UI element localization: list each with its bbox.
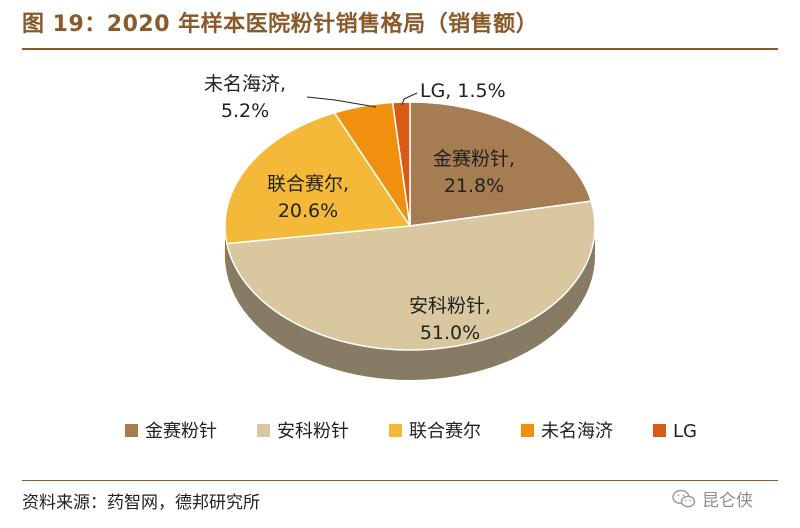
- pie-side-1: [226, 226, 595, 380]
- legend-item-0: 金赛粉针: [125, 421, 217, 442]
- pie-slice-4: [391, 101, 411, 227]
- slice-label-value-3: 5.2%: [221, 100, 269, 122]
- slice-label-value-1: 51.0%: [420, 322, 480, 344]
- legend-item-4: LG: [653, 421, 697, 442]
- leader-line-4: [401, 92, 418, 106]
- slice-label-name-3: 未名海济,: [204, 73, 286, 95]
- slice-label-4: LG, 1.5%: [420, 80, 506, 102]
- wechat-icon: [672, 489, 696, 507]
- legend-label-3: 未名海济: [541, 421, 613, 442]
- watermark: 昆仑侠: [672, 486, 753, 511]
- pie-slice-2: [224, 112, 411, 245]
- pie-chart: 金赛粉针, 21.8% 安科粉针, 51.0% 联合赛尔, 20.6% 未名海济, 5.2% L…: [125, 73, 697, 442]
- slice-label-name-0: 金赛粉针,: [433, 148, 515, 170]
- legend-item-3: 未名海济: [521, 421, 613, 442]
- legend-label-0: 金赛粉针: [145, 421, 217, 442]
- legend-swatch-2: [389, 424, 402, 437]
- page-title: 图 19：2020 年样本医院粉针销售格局（销售额）: [22, 12, 539, 37]
- source-note: 资料来源：药智网，德邦研究所: [22, 493, 260, 513]
- legend-label-2: 联合赛尔: [409, 421, 481, 442]
- legend-swatch-1: [257, 424, 270, 437]
- legend-label-1: 安科粉针: [277, 421, 349, 442]
- leader-line-3: [306, 96, 377, 108]
- source-divider: [22, 480, 778, 481]
- legend-swatch-3: [521, 424, 534, 437]
- slice-label-value-2: 20.6%: [278, 200, 338, 222]
- slice-label-value-0: 21.8%: [444, 175, 504, 197]
- pie-slice-0: [409, 101, 592, 227]
- watermark-text: 昆仑侠: [702, 491, 753, 511]
- legend-item-1: 安科粉针: [257, 421, 349, 442]
- legend-item-2: 联合赛尔: [389, 421, 481, 442]
- title-divider: [22, 48, 778, 50]
- legend-swatch-0: [125, 424, 138, 437]
- legend-swatch-4: [653, 424, 666, 437]
- slice-label-name-2: 联合赛尔,: [267, 173, 349, 195]
- pie-slice-1: [226, 200, 596, 351]
- slice-label-name-1: 安科粉针,: [409, 295, 491, 317]
- legend-label-4: LG: [673, 421, 697, 442]
